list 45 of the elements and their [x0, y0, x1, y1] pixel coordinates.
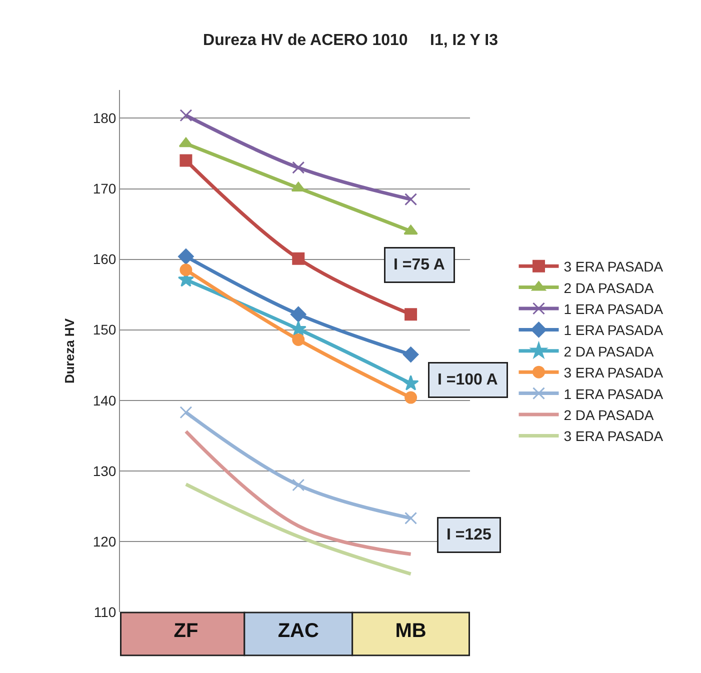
- x-tick-label: ZF: [174, 620, 198, 642]
- point: [180, 406, 192, 419]
- point: [290, 306, 306, 322]
- point: [404, 512, 418, 524]
- chart-title: Dureza HV de ACERO 1010 I1, I2 Y I3: [203, 32, 498, 49]
- annotation: I =75 A: [394, 256, 446, 274]
- x-tick-label: MB: [395, 620, 426, 642]
- point: [402, 375, 419, 390]
- point: [404, 391, 418, 404]
- point: [404, 308, 418, 321]
- y-tick-label: 140: [92, 392, 116, 408]
- point: [290, 320, 306, 336]
- point: [402, 346, 419, 362]
- point: [180, 109, 192, 122]
- legend-label: 3 ERA PASADA: [564, 364, 664, 381]
- legend-label: 1 ERA PASADA: [564, 322, 664, 338]
- y-tick-label: 180: [92, 110, 116, 126]
- legend-label: 3 ERA PASADA: [564, 258, 664, 275]
- legend-label: 2 DA PASADA: [564, 343, 654, 360]
- legend-label: 2 DA PASADA: [564, 406, 654, 423]
- legend-label: 1 ERA PASADA: [564, 386, 664, 402]
- legend-label: 1 ERA PASADA: [564, 300, 664, 317]
- point: [180, 154, 192, 167]
- y-tick-label: 160: [92, 251, 116, 268]
- y-tick-label: 130: [92, 462, 116, 479]
- point: [178, 137, 194, 148]
- point: [404, 224, 418, 235]
- point: [180, 264, 192, 276]
- y-axis-title: Dureza HV: [62, 318, 77, 384]
- y-tick-label: 150: [92, 322, 116, 338]
- point: [292, 333, 305, 346]
- point: [292, 161, 305, 174]
- point: [178, 248, 194, 264]
- y-tick-label: 170: [92, 180, 116, 197]
- y-tick-label: 110: [94, 604, 116, 620]
- y-tick-label: 120: [92, 533, 116, 550]
- point: [404, 193, 418, 206]
- legend-label: 2 DA PASADA: [564, 280, 654, 296]
- x-tick-label: ZAC: [278, 620, 319, 642]
- point: [291, 182, 306, 192]
- point: [292, 252, 305, 265]
- annotation: I =125: [446, 526, 492, 544]
- annotation: I =100 A: [438, 372, 498, 388]
- legend-label: 3 ERA PASADA: [564, 428, 664, 444]
- point: [292, 478, 305, 492]
